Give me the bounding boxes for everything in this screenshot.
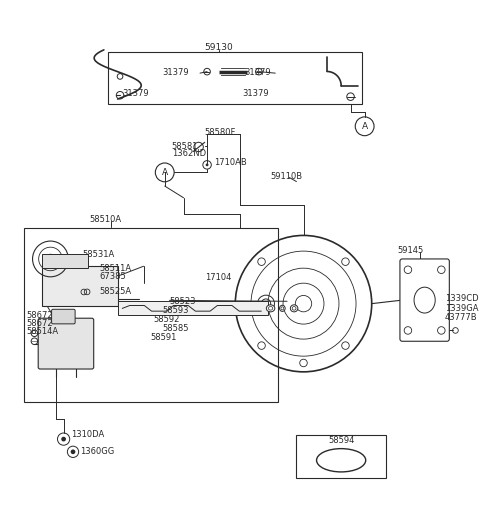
Text: 58514A: 58514A [26, 327, 58, 336]
Bar [108, 52, 362, 104]
Text: 58511A: 58511A [99, 264, 131, 273]
Text: 17104: 17104 [204, 273, 231, 282]
Text: 31379: 31379 [122, 89, 149, 98]
Text: 58580F: 58580F [204, 128, 236, 137]
Ellipse shape [281, 307, 284, 310]
Text: 58585: 58585 [162, 324, 189, 333]
Text: 59130: 59130 [204, 43, 233, 52]
Ellipse shape [279, 305, 285, 311]
Text: A: A [361, 122, 368, 131]
Text: 58531A: 58531A [83, 250, 115, 259]
Text: 59110B: 59110B [271, 172, 303, 181]
Text: 58672: 58672 [26, 311, 53, 320]
Circle shape [61, 437, 66, 442]
FancyBboxPatch shape [38, 318, 94, 369]
Ellipse shape [266, 305, 275, 312]
Text: 1362ND: 1362ND [172, 149, 206, 158]
Bar [297, 435, 386, 478]
Text: A: A [162, 168, 168, 177]
Ellipse shape [292, 306, 296, 310]
Ellipse shape [268, 306, 273, 310]
Text: 58525A: 58525A [99, 287, 131, 296]
Text: 58581: 58581 [172, 142, 198, 151]
Ellipse shape [316, 448, 366, 472]
Text: 43777B: 43777B [444, 313, 477, 322]
Text: 67385: 67385 [99, 272, 126, 281]
Ellipse shape [290, 305, 298, 312]
Text: 58523: 58523 [169, 297, 196, 306]
Text: 58593: 58593 [162, 306, 189, 315]
Bar [42, 254, 87, 268]
Text: 58594: 58594 [328, 436, 354, 445]
Text: 1339CD: 1339CD [444, 294, 478, 303]
Text: 31379: 31379 [162, 68, 189, 77]
Text: 58510A: 58510A [89, 215, 121, 225]
Text: 1710AB: 1710AB [214, 158, 247, 167]
Bar [118, 301, 268, 315]
Text: 1360GG: 1360GG [80, 447, 114, 456]
Text: 1339GA: 1339GA [444, 304, 478, 313]
FancyBboxPatch shape [52, 309, 75, 324]
Circle shape [205, 163, 208, 167]
Bar [42, 266, 118, 306]
Text: 58591: 58591 [151, 333, 177, 342]
Text: 1310DA: 1310DA [71, 430, 104, 439]
Circle shape [71, 450, 75, 454]
Text: 58592: 58592 [153, 314, 180, 323]
Ellipse shape [414, 287, 435, 313]
Text: 58672: 58672 [26, 319, 53, 328]
FancyBboxPatch shape [400, 259, 449, 341]
Bar [24, 228, 277, 402]
Text: 59145: 59145 [397, 246, 424, 255]
Text: 31379: 31379 [242, 89, 269, 98]
Text: 31379: 31379 [245, 68, 271, 77]
